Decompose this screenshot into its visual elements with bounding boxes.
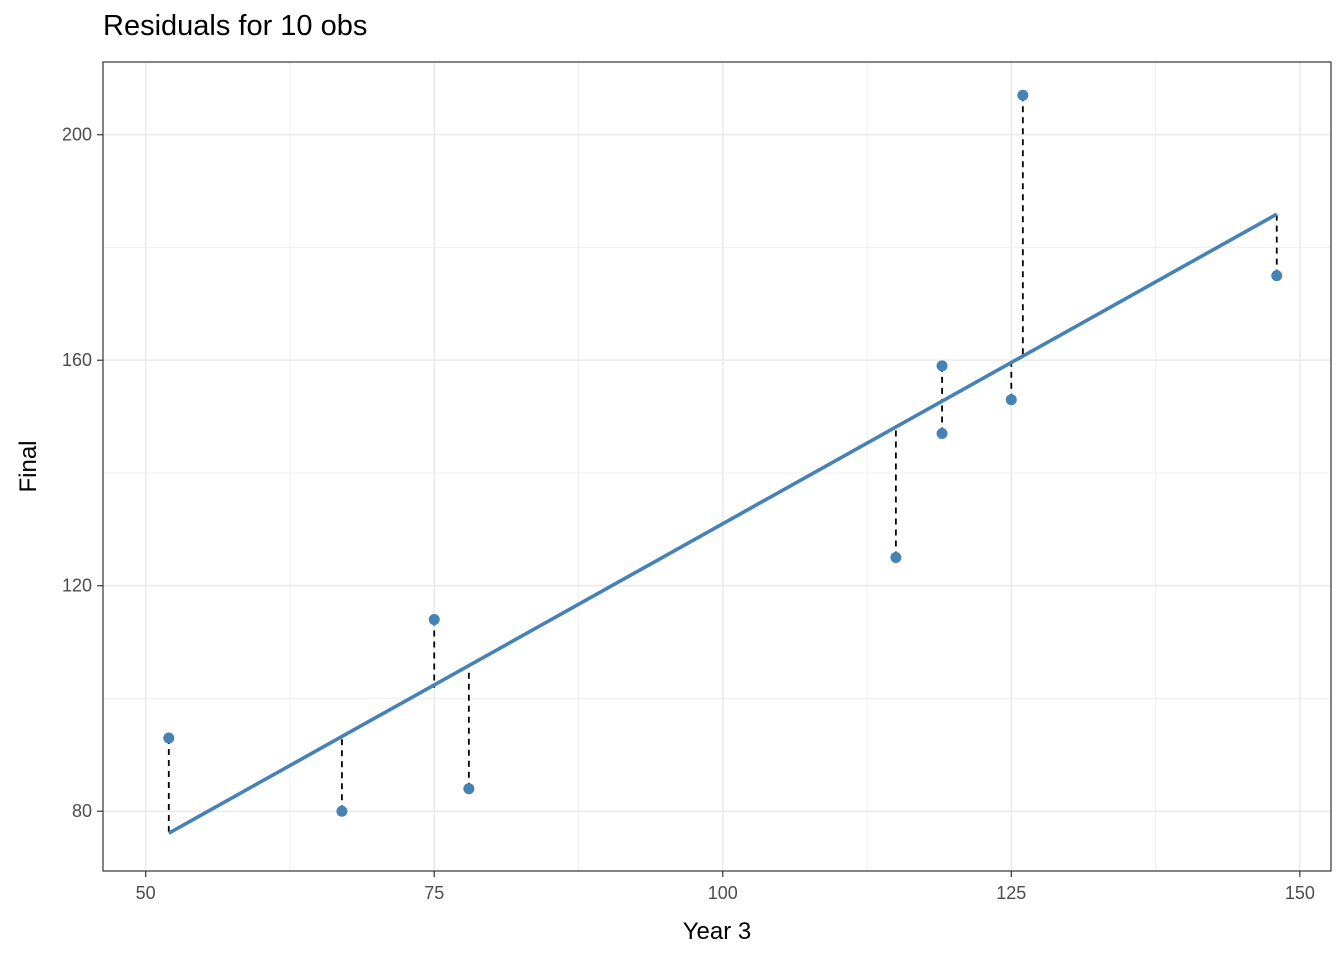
y-axis-ticks: 80 120 160 200 bbox=[62, 125, 103, 821]
y-tick-label: 120 bbox=[62, 576, 92, 596]
data-point bbox=[936, 428, 948, 440]
x-axis-ticks: 50 75 100 125 150 bbox=[136, 871, 1315, 903]
data-point bbox=[336, 805, 348, 817]
major-gridlines bbox=[103, 62, 1331, 871]
x-tick-label: 150 bbox=[1285, 883, 1315, 903]
minor-gridlines bbox=[103, 62, 1331, 871]
panel-border bbox=[102, 61, 1332, 872]
data-point bbox=[890, 552, 902, 564]
y-axis-label: Final bbox=[15, 440, 42, 492]
data-point bbox=[463, 783, 475, 795]
chart-title: Residuals for 10 obs bbox=[103, 10, 368, 42]
x-tick-label: 125 bbox=[996, 883, 1026, 903]
x-tick-label: 50 bbox=[136, 883, 156, 903]
y-tick-label: 160 bbox=[62, 350, 92, 370]
data-point bbox=[936, 360, 948, 372]
data-point bbox=[163, 732, 175, 744]
x-axis-label: Year 3 bbox=[683, 918, 752, 945]
y-tick-label: 200 bbox=[62, 125, 92, 145]
data-point bbox=[1271, 270, 1283, 282]
fit-line bbox=[167, 212, 1278, 835]
y-tick-label: 80 bbox=[72, 801, 92, 821]
data-point bbox=[1005, 394, 1017, 406]
data-points bbox=[163, 89, 1283, 817]
fit-line-group bbox=[167, 212, 1278, 835]
data-point bbox=[1017, 89, 1029, 101]
data-point bbox=[428, 614, 440, 626]
x-tick-label: 75 bbox=[424, 883, 444, 903]
x-tick-label: 100 bbox=[708, 883, 738, 903]
